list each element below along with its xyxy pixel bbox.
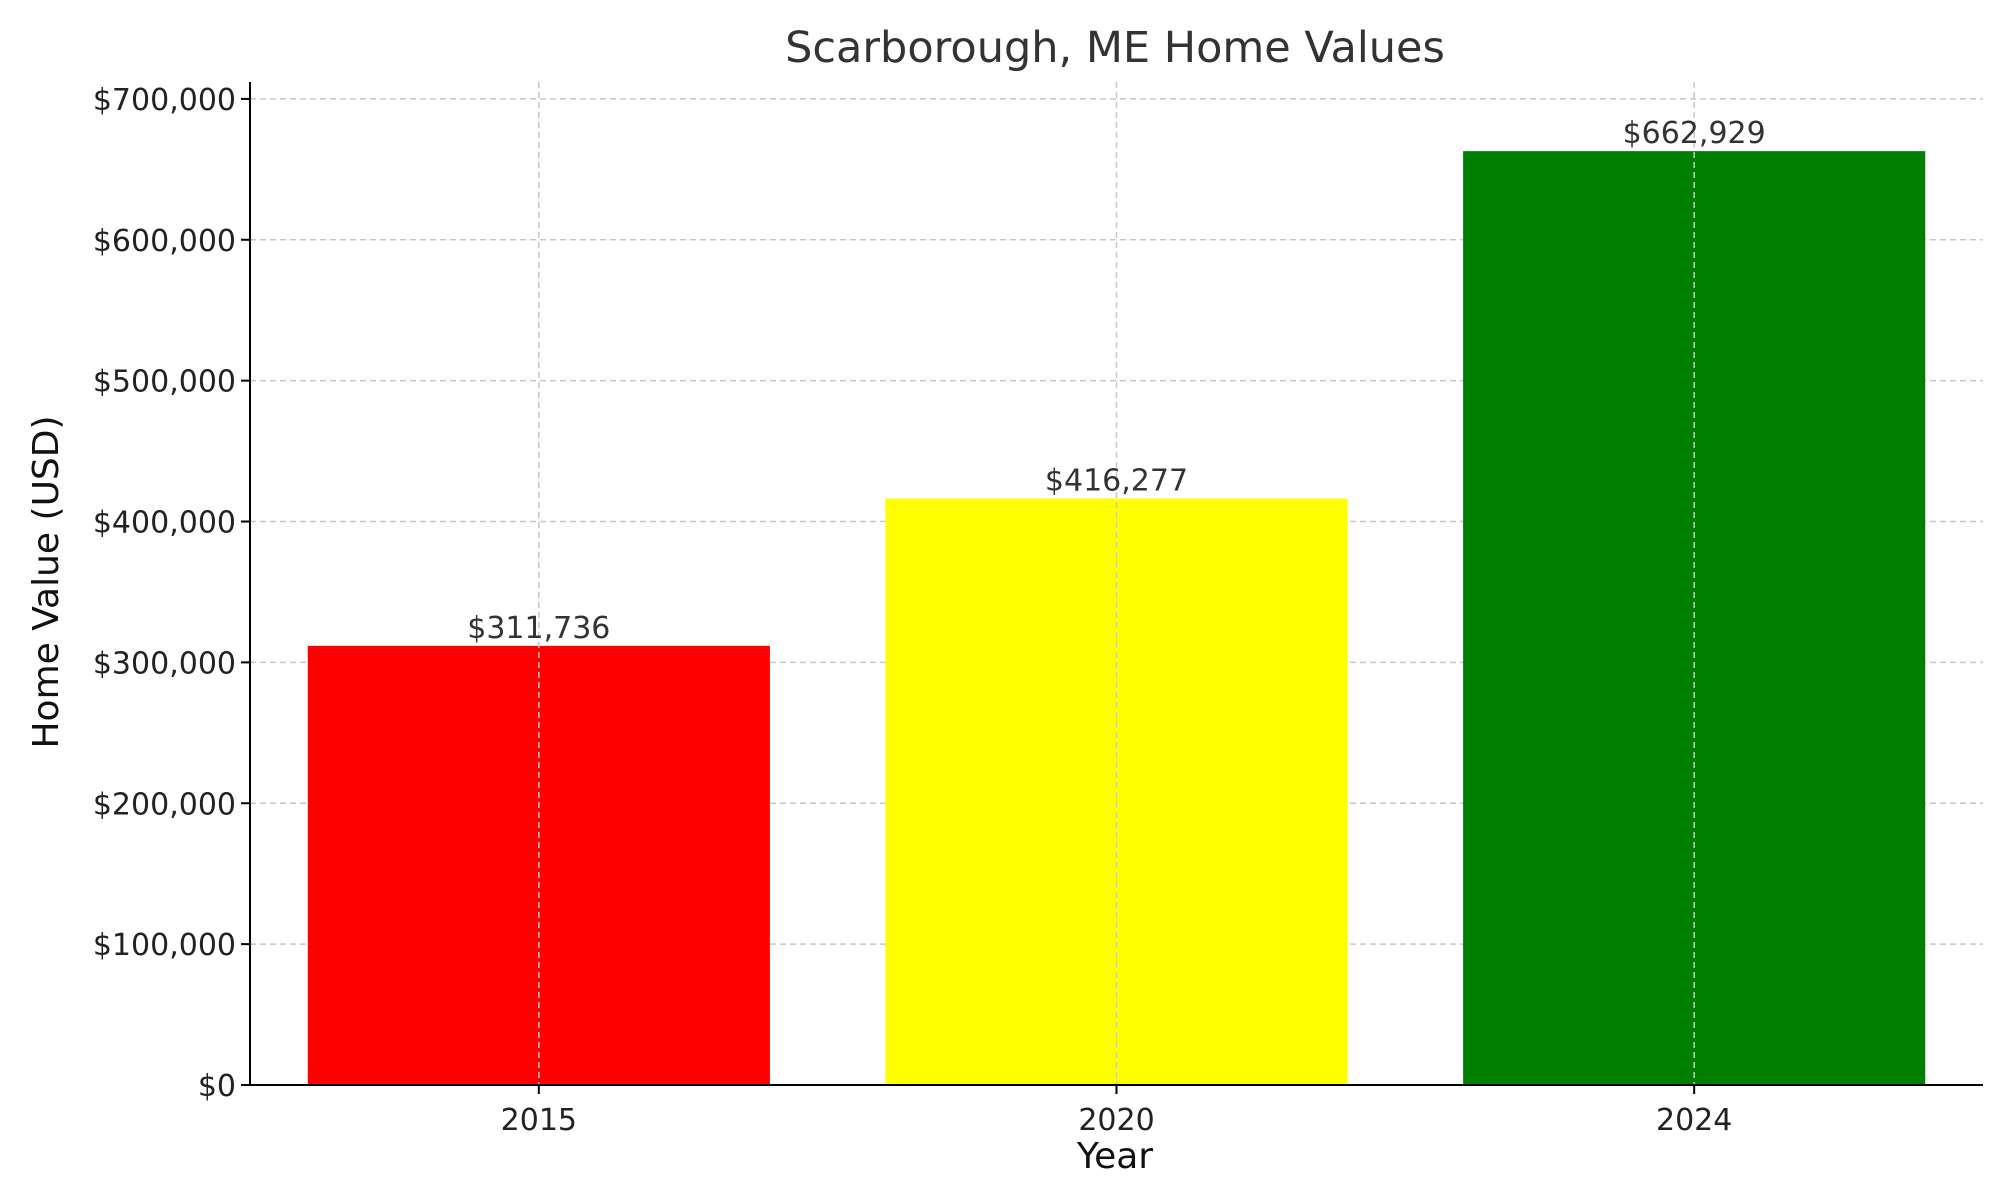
y-tick-label: $0 [198, 1069, 236, 1104]
x-axis-title: Year [1076, 1136, 1153, 1177]
y-axis-title: Home Value (USD) [26, 415, 67, 748]
y-tick-label: $300,000 [93, 646, 236, 681]
y-tick-label: $700,000 [93, 83, 236, 118]
data-labels: $311,736 $416,277 $662,929 [467, 116, 1765, 646]
data-label-2024: $662,929 [1623, 116, 1766, 151]
y-tick-label: $200,000 [93, 787, 236, 822]
data-label-2020: $416,277 [1045, 464, 1188, 499]
chart-title: Scarborough, ME Home Values [785, 23, 1445, 73]
x-tick-label: 2024 [1656, 1103, 1732, 1138]
x-tick-label: 2020 [1078, 1103, 1154, 1138]
y-tick-label: $500,000 [93, 365, 236, 400]
y-tick-label: $100,000 [93, 928, 236, 963]
data-label-2015: $311,736 [467, 611, 610, 646]
vertical-grid-lines [538, 82, 1695, 1085]
x-tick-label: 2015 [501, 1103, 577, 1138]
axes: $0 $100,000 $200,000 $300,000 $400,000 $500,0… [93, 82, 1983, 1138]
y-tick-label: $400,000 [93, 506, 236, 541]
y-tick-label: $600,000 [93, 224, 236, 259]
